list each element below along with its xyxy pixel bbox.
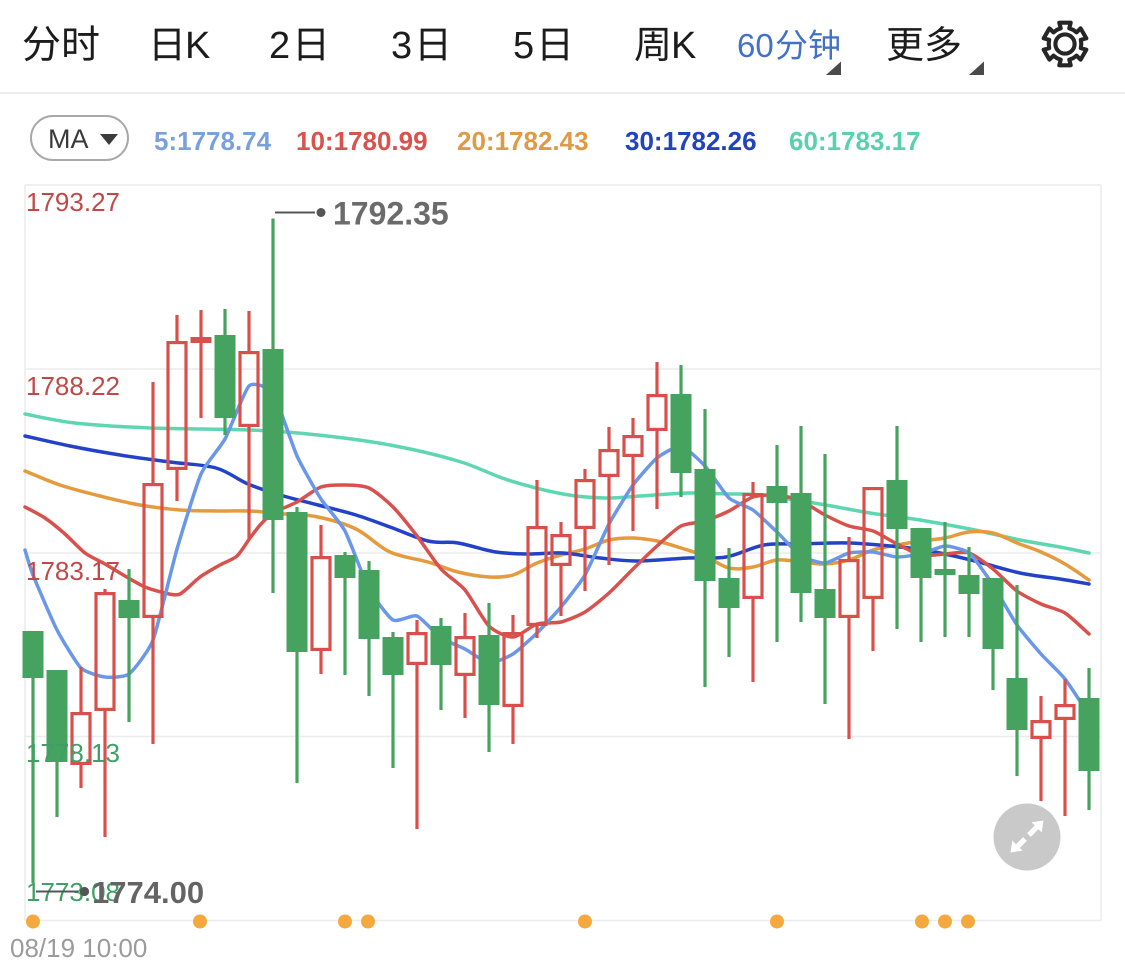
svg-text:30:1782.26: 30:1782.26: [625, 126, 757, 156]
svg-text:1778.13: 1778.13: [26, 738, 120, 768]
svg-text:K: K: [671, 25, 696, 67]
svg-text:1774.00: 1774.00: [92, 875, 204, 910]
svg-text:1793.27: 1793.27: [26, 187, 120, 217]
svg-text:20:1782.43: 20:1782.43: [457, 126, 589, 156]
svg-text:MA: MA: [48, 124, 89, 154]
svg-text:10:1780.99: 10:1780.99: [296, 126, 428, 156]
svg-text:1783.17: 1783.17: [26, 556, 120, 586]
svg-text:5: 5: [513, 25, 534, 67]
svg-text:5:1778.74: 5:1778.74: [154, 126, 272, 156]
svg-text:3: 3: [391, 25, 412, 67]
svg-text:1788.22: 1788.22: [26, 371, 120, 401]
svg-text:60:1783.17: 60:1783.17: [789, 126, 921, 156]
svg-text:K: K: [185, 25, 210, 67]
svg-text:60: 60: [737, 27, 774, 64]
svg-text:08/19 10:00: 08/19 10:00: [10, 933, 147, 963]
svg-text:1792.35: 1792.35: [333, 196, 449, 232]
svg-text:2: 2: [269, 25, 290, 67]
